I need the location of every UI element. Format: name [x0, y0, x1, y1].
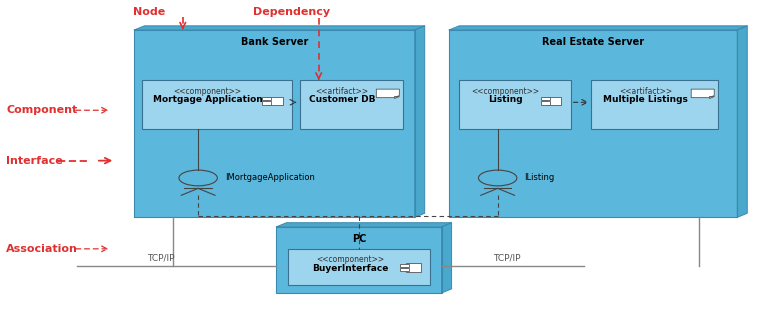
FancyBboxPatch shape: [300, 80, 403, 129]
Polygon shape: [737, 26, 747, 217]
Text: Dependency: Dependency: [253, 7, 330, 17]
FancyBboxPatch shape: [449, 30, 737, 217]
FancyBboxPatch shape: [262, 97, 271, 100]
Text: PC: PC: [352, 234, 366, 244]
FancyBboxPatch shape: [541, 97, 550, 100]
FancyBboxPatch shape: [400, 268, 409, 272]
Text: Multiple Listings: Multiple Listings: [603, 95, 688, 105]
Polygon shape: [376, 89, 399, 98]
Text: Component: Component: [6, 105, 78, 115]
Polygon shape: [276, 223, 452, 227]
FancyBboxPatch shape: [591, 80, 718, 129]
Text: Listing: Listing: [488, 95, 523, 105]
Text: Customer DB: Customer DB: [309, 95, 376, 105]
FancyBboxPatch shape: [262, 101, 271, 105]
Text: IMortgageApplication: IMortgageApplication: [225, 174, 315, 182]
FancyBboxPatch shape: [406, 264, 421, 272]
Text: <<component>>: <<component>>: [472, 87, 540, 96]
Text: TCP/IP: TCP/IP: [147, 253, 175, 262]
Text: Node: Node: [133, 7, 165, 17]
Text: TCP/IP: TCP/IP: [493, 253, 521, 262]
Polygon shape: [709, 95, 714, 98]
Text: Mortgage Application: Mortgage Application: [153, 95, 263, 105]
FancyBboxPatch shape: [288, 249, 430, 285]
Polygon shape: [442, 223, 452, 293]
Text: <<artifact>>: <<artifact>>: [619, 87, 672, 96]
Text: Interface: Interface: [6, 156, 63, 166]
Text: Association: Association: [6, 244, 78, 254]
Text: <<component>>: <<component>>: [174, 87, 242, 96]
FancyBboxPatch shape: [400, 264, 409, 267]
Text: BuyerInterface: BuyerInterface: [312, 264, 388, 273]
Polygon shape: [691, 89, 714, 98]
FancyBboxPatch shape: [541, 101, 550, 105]
FancyBboxPatch shape: [276, 227, 442, 293]
Text: <<component>>: <<component>>: [316, 255, 384, 264]
Text: Bank Server: Bank Server: [241, 37, 308, 47]
Polygon shape: [134, 26, 425, 30]
Text: Real Estate Server: Real Estate Server: [542, 37, 644, 47]
Polygon shape: [449, 26, 747, 30]
Polygon shape: [415, 26, 425, 217]
FancyBboxPatch shape: [459, 80, 571, 129]
FancyBboxPatch shape: [142, 80, 292, 129]
FancyBboxPatch shape: [267, 96, 283, 105]
Text: IListing: IListing: [525, 174, 554, 182]
Text: <<artifact>>: <<artifact>>: [316, 87, 369, 96]
FancyBboxPatch shape: [134, 30, 415, 217]
Polygon shape: [394, 95, 399, 98]
FancyBboxPatch shape: [546, 96, 561, 105]
